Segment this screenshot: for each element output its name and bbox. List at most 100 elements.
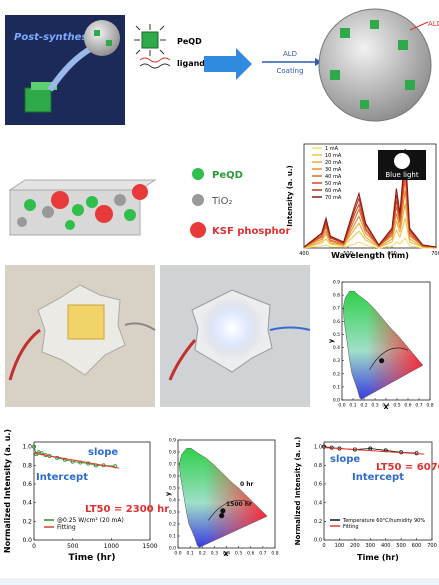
x-tick-label: 0.8 — [271, 551, 278, 557]
legend-label: Fitting — [57, 524, 76, 531]
x-tick-label: 300 — [366, 543, 376, 549]
x-tick-label: 1000 — [104, 543, 119, 550]
label: Coating — [276, 67, 303, 75]
x-tick-label: 0.7 — [415, 403, 422, 409]
legend-label: 50 mA — [325, 181, 342, 187]
annotation: 0 hr — [240, 481, 254, 488]
legend-swatch — [192, 168, 204, 180]
y-tick-label: 0.8 — [314, 463, 322, 469]
legend-label: PeQD — [212, 170, 243, 181]
legend-label: 1 mA — [325, 146, 339, 152]
legend-label: TiO₂ — [211, 196, 232, 207]
x-tick-label: 400 — [299, 251, 309, 257]
annotation: Intercept — [36, 472, 88, 483]
x-axis-label: Time (hr) — [69, 553, 116, 563]
y-tick-label: 0.4 — [169, 498, 176, 504]
x-axis-label: x — [384, 402, 389, 411]
legend-swatch — [190, 222, 206, 238]
y-tick-label: 0.0 — [333, 398, 340, 404]
y-tick-label: 0.9 — [333, 280, 340, 286]
y-tick-label: 0.7 — [333, 306, 340, 312]
legend-label: 70 mA — [325, 195, 342, 201]
x-tick-label: 700 — [427, 543, 437, 549]
x-tick-label: 0.1 — [349, 403, 356, 409]
x-tick-label: 0.2 — [360, 403, 367, 409]
x-tick-label: 1500 — [142, 543, 157, 550]
y-tick-label: 0.6 — [314, 482, 322, 488]
x-tick-label: 0.2 — [199, 551, 206, 557]
annotation: Intercept — [352, 472, 404, 483]
label: ligand — [177, 59, 205, 68]
x-tick-label: 0.8 — [426, 403, 433, 409]
legend-label: 20 mA — [325, 160, 342, 166]
x-axis-label: x — [224, 549, 229, 558]
y-axis-label: y — [327, 338, 335, 343]
legend-label: @0.25 W/cm² (20 mA) — [57, 517, 124, 524]
y-tick-label: 0.2 — [333, 371, 340, 377]
annotation: LT50 = 2300 hr — [85, 504, 169, 515]
x-tick-label: 0.6 — [404, 403, 411, 409]
x-tick-label: 200 — [350, 543, 360, 549]
annotation: slope — [88, 447, 118, 458]
y-tick-label: 0.1 — [333, 384, 340, 390]
photo-led-off — [5, 265, 155, 407]
x-tick-label: 0 — [32, 543, 36, 550]
x-tick-label: 0 — [322, 543, 325, 549]
x-axis-label: Wavelength (nm) — [331, 251, 409, 260]
y-tick-label: 0.7 — [169, 462, 176, 468]
label: PeQD — [177, 37, 202, 46]
y-axis-label: Normalized Intensity (a. u.) — [294, 437, 302, 546]
y-tick-label: 0.5 — [333, 332, 340, 338]
layer-slab — [10, 180, 155, 235]
y-tick-label: 0.0 — [22, 537, 32, 544]
y-tick-label: 0.4 — [22, 500, 32, 507]
y-tick-label: 0.2 — [169, 522, 176, 528]
x-axis-label: Time (hr) — [357, 553, 399, 562]
y-axis-label: y — [164, 491, 172, 496]
annotation: 1500 hr — [226, 501, 252, 508]
x-tick-label: 600 — [412, 543, 422, 549]
x-tick-label: 100 — [335, 543, 345, 549]
y-tick-label: 1.0 — [314, 444, 322, 450]
x-tick-label: 500 — [396, 543, 406, 549]
y-tick-label: 0.6 — [333, 319, 340, 325]
y-tick-label: 0.6 — [169, 474, 176, 480]
x-tick-label: 500 — [67, 543, 79, 550]
y-tick-label: 0.5 — [169, 486, 176, 492]
data-point — [221, 509, 225, 513]
peqd-icon — [134, 24, 170, 68]
page: Post-synthesis PeQD ligand ALD Coating A… — [0, 0, 439, 585]
y-tick-label: 0.8 — [22, 462, 32, 469]
figure: Post-synthesis PeQD ligand ALD Coating A… — [0, 0, 439, 585]
x-tick-label: 0.1 — [187, 551, 194, 557]
x-tick-label: 0.6 — [247, 551, 254, 557]
y-tick-label: 1.0 — [22, 444, 32, 451]
x-tick-label: 0.7 — [259, 551, 266, 557]
y-tick-label: 0.1 — [169, 534, 176, 540]
annotation: slope — [330, 454, 360, 465]
y-tick-label: 0.8 — [333, 293, 340, 299]
inset-glow — [394, 153, 410, 169]
x-tick-label: 0.5 — [393, 403, 400, 409]
y-tick-label: 0.3 — [169, 510, 176, 516]
legend-label: 10 mA — [325, 153, 342, 159]
y-tick-label: 0.2 — [22, 518, 32, 525]
legend-label: Fitting — [343, 524, 359, 530]
y-tick-label: 0.0 — [169, 546, 176, 552]
annotation: LT50 = 6070 hr — [376, 462, 439, 473]
x-tick-label: 400 — [381, 543, 391, 549]
photo-led-on — [160, 265, 310, 407]
label: ALD — [283, 50, 297, 58]
inset-label: Blue light — [385, 171, 418, 179]
x-tick-label: 700 — [431, 251, 439, 257]
bottom-band — [0, 578, 439, 585]
arrow — [204, 48, 252, 80]
y-axis-label: Normalized Intensity (a. u.) — [3, 429, 12, 553]
label: ALD — [428, 20, 439, 28]
legend-label: 40 mA — [325, 174, 342, 180]
data-point — [379, 358, 383, 362]
x-tick-label: 0.5 — [235, 551, 242, 557]
y-tick-label: 0.4 — [314, 500, 322, 506]
data-point — [219, 513, 223, 517]
legend-label: 60 mA — [325, 188, 342, 194]
